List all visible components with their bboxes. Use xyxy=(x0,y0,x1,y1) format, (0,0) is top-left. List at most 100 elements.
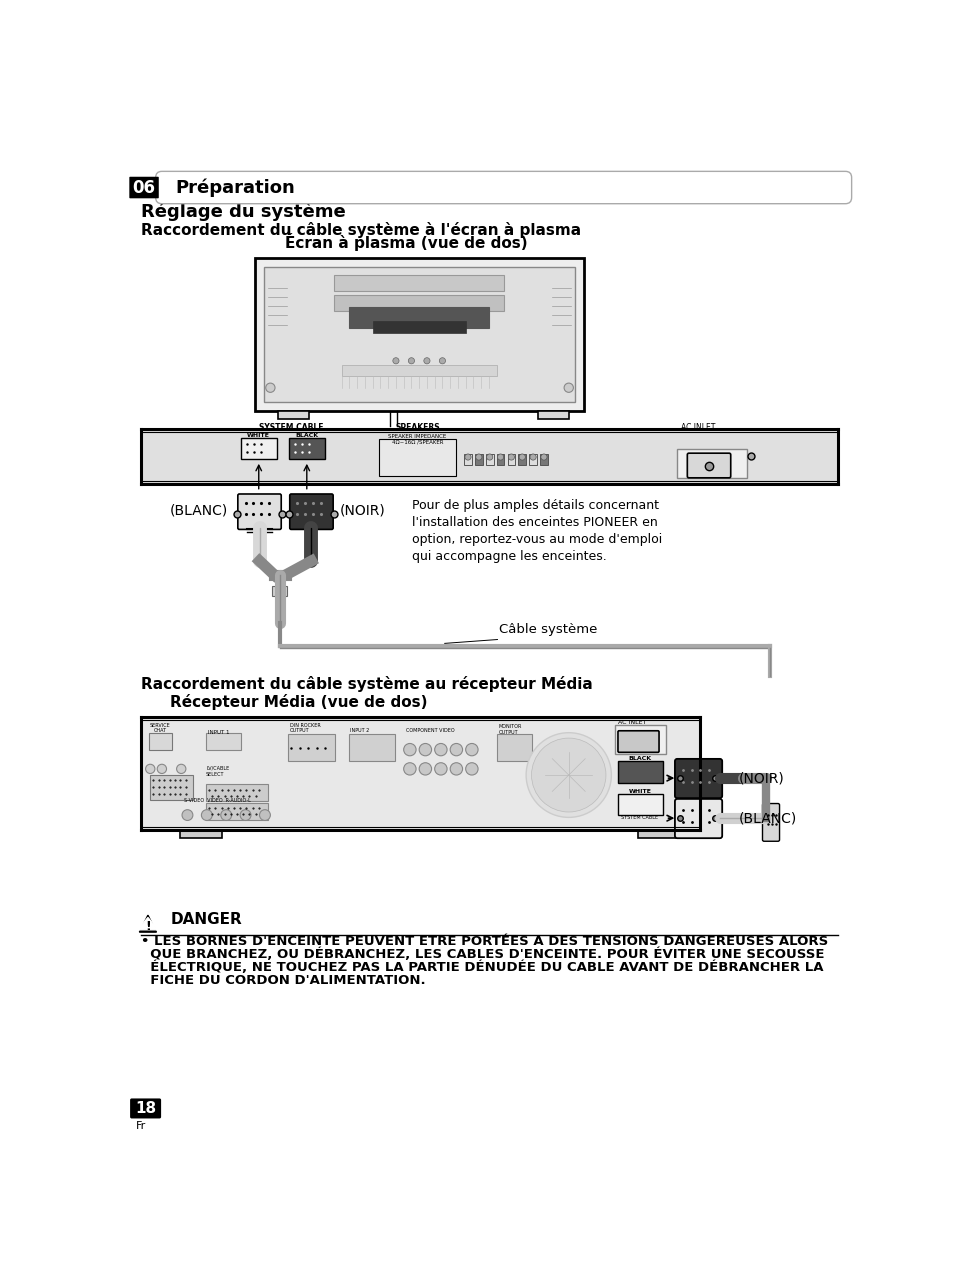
FancyBboxPatch shape xyxy=(674,799,721,838)
Polygon shape xyxy=(139,915,156,933)
Text: INPUT 2: INPUT 2 xyxy=(350,729,369,734)
Text: (BLANC): (BLANC) xyxy=(170,505,228,519)
Text: 18: 18 xyxy=(135,1101,156,1116)
Circle shape xyxy=(201,810,212,820)
Text: SYSTEM CABLE: SYSTEM CABLE xyxy=(259,423,323,432)
Circle shape xyxy=(540,454,546,460)
Bar xyxy=(475,454,482,465)
Polygon shape xyxy=(137,917,158,930)
Bar xyxy=(617,761,661,782)
Text: WHITE: WHITE xyxy=(628,789,651,794)
Bar xyxy=(334,274,504,292)
Text: BLACK: BLACK xyxy=(294,433,318,438)
Text: Écran à plasma (vue de dos): Écran à plasma (vue de dos) xyxy=(284,233,527,251)
Circle shape xyxy=(525,733,611,818)
Circle shape xyxy=(182,810,193,820)
Text: Câble système: Câble système xyxy=(498,623,597,637)
Circle shape xyxy=(403,763,416,775)
Circle shape xyxy=(531,738,605,812)
Circle shape xyxy=(393,358,398,364)
Bar xyxy=(150,775,193,800)
Text: BLACK: BLACK xyxy=(628,757,651,761)
FancyBboxPatch shape xyxy=(130,1098,161,1119)
Bar xyxy=(149,733,172,749)
Bar xyxy=(378,440,456,476)
Text: COMPONENT VIDEO: COMPONENT VIDEO xyxy=(406,729,455,734)
Bar xyxy=(615,725,665,754)
Text: FICHE DU CORDON D'ALIMENTATION.: FICHE DU CORDON D'ALIMENTATION. xyxy=(141,973,425,987)
Text: LV/CABLE
SELECT: LV/CABLE SELECT xyxy=(206,766,229,777)
Text: AC INLET: AC INLET xyxy=(617,720,645,725)
Circle shape xyxy=(146,764,154,773)
Circle shape xyxy=(240,810,251,820)
Text: MONITOR
OUTPUT: MONITOR OUTPUT xyxy=(498,724,522,735)
Circle shape xyxy=(259,810,270,820)
Text: DIN ROCKER
OUTPUT: DIN ROCKER OUTPUT xyxy=(290,722,320,734)
Text: SERVICE
CHAT: SERVICE CHAT xyxy=(150,722,171,734)
Circle shape xyxy=(403,744,416,755)
Bar xyxy=(141,428,838,484)
Text: (BLANC): (BLANC) xyxy=(739,812,797,826)
Bar xyxy=(517,454,525,465)
Circle shape xyxy=(530,454,536,460)
Bar xyxy=(289,438,324,460)
Text: SYSTEM CABLE: SYSTEM CABLE xyxy=(620,815,658,820)
Bar xyxy=(179,831,222,838)
Bar xyxy=(539,454,547,465)
Text: Réglage du système: Réglage du système xyxy=(141,203,345,220)
Circle shape xyxy=(423,358,430,364)
Text: 06: 06 xyxy=(132,178,155,196)
FancyBboxPatch shape xyxy=(674,759,721,798)
Circle shape xyxy=(486,454,493,460)
Circle shape xyxy=(450,763,462,775)
Bar xyxy=(348,734,395,761)
Circle shape xyxy=(266,383,274,392)
Polygon shape xyxy=(254,257,583,410)
Bar xyxy=(464,454,472,465)
Text: DANGER: DANGER xyxy=(171,911,242,926)
Bar xyxy=(497,734,532,761)
Text: Préparation: Préparation xyxy=(174,178,294,196)
Text: !: ! xyxy=(145,920,151,934)
Circle shape xyxy=(439,358,445,364)
Circle shape xyxy=(418,763,431,775)
Text: Fr: Fr xyxy=(136,1121,147,1131)
Circle shape xyxy=(220,810,232,820)
FancyBboxPatch shape xyxy=(761,804,779,841)
Bar xyxy=(638,831,680,838)
Text: SPEAKERS: SPEAKERS xyxy=(395,423,439,432)
Text: (NOIR): (NOIR) xyxy=(739,771,784,785)
Bar xyxy=(677,448,746,478)
Bar xyxy=(264,266,575,401)
Circle shape xyxy=(508,454,514,460)
Circle shape xyxy=(435,744,447,755)
Text: WHITE: WHITE xyxy=(247,433,270,438)
Bar xyxy=(529,454,537,465)
FancyBboxPatch shape xyxy=(155,172,851,204)
Bar xyxy=(141,716,700,831)
FancyBboxPatch shape xyxy=(237,494,281,530)
FancyBboxPatch shape xyxy=(130,177,158,199)
Circle shape xyxy=(157,764,167,773)
Text: • LES BORNES D'ENCEINTE PEUVENT ETRE PORTÉES A DES TENSIONS DANGEREUSES ALORS: • LES BORNES D'ENCEINTE PEUVENT ETRE POR… xyxy=(141,935,827,948)
Bar xyxy=(241,438,276,460)
Bar xyxy=(373,321,465,333)
Text: Raccordement du câble système au récepteur Média: Raccordement du câble système au récepte… xyxy=(141,676,592,692)
Circle shape xyxy=(435,763,447,775)
Circle shape xyxy=(518,454,525,460)
Text: INPUT 1: INPUT 1 xyxy=(208,730,230,735)
Bar xyxy=(206,803,268,819)
Bar xyxy=(537,410,568,419)
Circle shape xyxy=(176,764,186,773)
Text: Récepteur Média (vue de dos): Récepteur Média (vue de dos) xyxy=(170,694,427,711)
FancyBboxPatch shape xyxy=(290,494,333,530)
Bar xyxy=(341,364,497,376)
Text: AC INLET: AC INLET xyxy=(680,423,715,432)
Text: (NOIR): (NOIR) xyxy=(340,505,385,519)
Circle shape xyxy=(408,358,415,364)
Circle shape xyxy=(418,744,431,755)
Text: Pour de plus amples détails concernant
l'installation des enceintes PIONEER en
o: Pour de plus amples détails concernant l… xyxy=(412,499,661,563)
Text: ÉLECTRIQUE, NE TOUCHEZ PAS LA PARTIE DÉNUDÉE DU CABLE AVANT DE DÉBRANCHER LA: ÉLECTRIQUE, NE TOUCHEZ PAS LA PARTIE DÉN… xyxy=(141,961,822,973)
Text: Raccordement du câble système à l'écran à plasma: Raccordement du câble système à l'écran … xyxy=(141,222,580,237)
Circle shape xyxy=(563,383,573,392)
